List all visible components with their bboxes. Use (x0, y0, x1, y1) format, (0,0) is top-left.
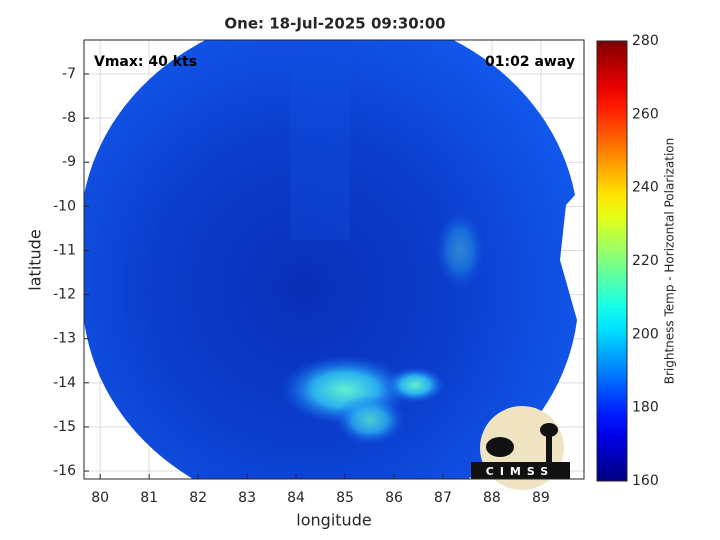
y-tick-label: -7 (62, 66, 76, 82)
plot-frame (83, 39, 585, 480)
colorbar-tick-label: 160 (632, 473, 659, 489)
colorbar-label: Brightness Temp - Horizontal Polarizatio… (663, 138, 677, 385)
colorbar-tick-label: 200 (632, 326, 659, 342)
colorbar-tick-label: 220 (632, 253, 659, 269)
logo: CIMSS (471, 406, 570, 490)
x-tick-label: 88 (483, 490, 501, 506)
colorbar-tick-label: 260 (632, 106, 659, 122)
x-tick-label: 80 (91, 490, 109, 506)
x-tick-label: 87 (434, 490, 452, 506)
x-tick-label: 86 (385, 490, 403, 506)
y-tick-label: -11 (53, 242, 76, 258)
x-tick-label: 81 (140, 490, 158, 506)
x-tick-label: 82 (189, 490, 207, 506)
y-tick-label: -12 (53, 287, 76, 303)
colorbar-tick-label: 180 (632, 400, 659, 416)
y-tick-label: -9 (62, 154, 76, 170)
swath-image (84, 40, 577, 479)
x-tick-label: 85 (336, 490, 354, 506)
y-tick-label: -16 (53, 463, 76, 479)
x-tick-label: 89 (532, 490, 550, 506)
x-axis-label: longitude (296, 511, 371, 530)
y-tick-label: -13 (53, 331, 76, 347)
y-tick-label: -15 (53, 419, 76, 435)
annotation: Vmax: 40 kts (94, 54, 197, 70)
colorbar-tick-label: 280 (632, 33, 659, 49)
colorbar-tick-label: 240 (632, 180, 659, 196)
annotation: 01:02 away (485, 54, 575, 70)
logo-text: CIMSS (486, 465, 554, 478)
y-tick-label: -8 (62, 110, 76, 126)
x-tick-label: 84 (287, 490, 305, 506)
y-axis-label: latitude (26, 229, 45, 290)
colorbar (596, 40, 628, 482)
chart-title: One: 18-Jul-2025 09:30:00 (224, 15, 445, 33)
y-tick-label: -10 (53, 198, 76, 214)
x-tick-label: 83 (238, 490, 256, 506)
y-tick-label: -14 (53, 375, 76, 391)
